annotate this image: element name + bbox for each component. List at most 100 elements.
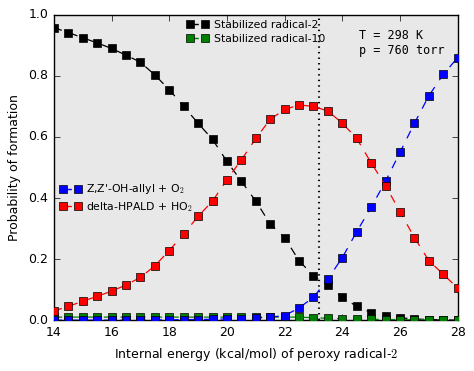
Stabilized radical-2 <box>123 53 129 58</box>
delta-HPALD + HO$_2$ <box>195 214 201 219</box>
Stabilized radical-2 <box>426 317 432 322</box>
delta-HPALD + HO$_2$ <box>224 177 230 182</box>
Stabilized radical-2 <box>94 41 100 45</box>
Stabilized radical-10 <box>383 317 389 322</box>
Line: Stabilized radical-10: Stabilized radical-10 <box>50 313 462 324</box>
Stabilized radical-10 <box>325 316 331 321</box>
Stabilized radical-2 <box>411 317 417 321</box>
delta-HPALD + HO$_2$ <box>339 121 345 125</box>
delta-HPALD + HO$_2$ <box>152 263 158 268</box>
Z,Z'-OH-allyl + O$_2$ <box>238 316 244 321</box>
delta-HPALD + HO$_2$ <box>94 294 100 299</box>
delta-HPALD + HO$_2$ <box>296 103 302 107</box>
delta-HPALD + HO$_2$ <box>166 248 172 253</box>
delta-HPALD + HO$_2$ <box>210 199 215 203</box>
Z,Z'-OH-allyl + O$_2$ <box>354 229 360 234</box>
Stabilized radical-10 <box>224 315 230 319</box>
Z,Z'-OH-allyl + O$_2$ <box>195 317 201 322</box>
Stabilized radical-2 <box>440 318 446 322</box>
Z,Z'-OH-allyl + O$_2$ <box>80 318 85 322</box>
delta-HPALD + HO$_2$ <box>426 258 432 263</box>
delta-HPALD + HO$_2$ <box>325 109 331 113</box>
Stabilized radical-10 <box>94 315 100 319</box>
Stabilized radical-2 <box>80 36 85 40</box>
Z,Z'-OH-allyl + O$_2$ <box>123 318 129 322</box>
delta-HPALD + HO$_2$ <box>238 158 244 162</box>
delta-HPALD + HO$_2$ <box>310 104 316 109</box>
Z,Z'-OH-allyl + O$_2$ <box>109 318 114 322</box>
Stabilized radical-10 <box>339 316 345 321</box>
Z,Z'-OH-allyl + O$_2$ <box>152 318 158 322</box>
delta-HPALD + HO$_2$ <box>253 136 259 141</box>
delta-HPALD + HO$_2$ <box>354 136 360 141</box>
delta-HPALD + HO$_2$ <box>80 299 85 303</box>
Stabilized radical-10 <box>267 315 273 319</box>
Line: Stabilized radical-2: Stabilized radical-2 <box>50 24 462 324</box>
Stabilized radical-10 <box>455 318 461 322</box>
Z,Z'-OH-allyl + O$_2$ <box>325 277 331 281</box>
Stabilized radical-2 <box>65 30 71 35</box>
Stabilized radical-2 <box>137 60 143 65</box>
delta-HPALD + HO$_2$ <box>65 304 71 309</box>
Stabilized radical-2 <box>195 121 201 125</box>
Stabilized radical-10 <box>238 315 244 319</box>
Z,Z'-OH-allyl + O$_2$ <box>368 205 374 209</box>
delta-HPALD + HO$_2$ <box>383 184 389 188</box>
Stabilized radical-10 <box>397 317 403 322</box>
delta-HPALD + HO$_2$ <box>267 117 273 121</box>
delta-HPALD + HO$_2$ <box>368 161 374 165</box>
delta-HPALD + HO$_2$ <box>109 289 114 293</box>
Z,Z'-OH-allyl + O$_2$ <box>210 317 215 322</box>
Z,Z'-OH-allyl + O$_2$ <box>440 72 446 76</box>
delta-HPALD + HO$_2$ <box>123 283 129 287</box>
Z,Z'-OH-allyl + O$_2$ <box>166 318 172 322</box>
Z,Z'-OH-allyl + O$_2$ <box>397 150 403 154</box>
Text: T = 298 K
p = 760 torr: T = 298 K p = 760 torr <box>359 29 444 56</box>
Stabilized radical-10 <box>411 318 417 322</box>
Z,Z'-OH-allyl + O$_2$ <box>411 121 417 125</box>
Stabilized radical-10 <box>123 315 129 319</box>
Stabilized radical-10 <box>426 318 432 322</box>
Stabilized radical-10 <box>195 315 201 319</box>
Stabilized radical-2 <box>339 295 345 299</box>
Z,Z'-OH-allyl + O$_2$ <box>455 55 461 60</box>
Stabilized radical-2 <box>296 258 302 263</box>
Stabilized radical-2 <box>181 104 186 109</box>
Y-axis label: Probability of formation: Probability of formation <box>9 94 21 241</box>
delta-HPALD + HO$_2$ <box>137 275 143 280</box>
Stabilized radical-2 <box>238 179 244 184</box>
Z,Z'-OH-allyl + O$_2$ <box>137 318 143 322</box>
Stabilized radical-10 <box>51 315 57 319</box>
Line: Z,Z'-OH-allyl + O$_2$: Z,Z'-OH-allyl + O$_2$ <box>50 54 462 324</box>
Stabilized radical-10 <box>282 315 287 319</box>
Z,Z'-OH-allyl + O$_2$ <box>296 306 302 310</box>
Stabilized radical-2 <box>224 159 230 164</box>
X-axis label: Internal energy (kcal/mol) of peroxy radical-$\mathbf{2}$: Internal energy (kcal/mol) of peroxy rad… <box>114 346 398 363</box>
Stabilized radical-2 <box>354 304 360 309</box>
Stabilized radical-2 <box>267 222 273 226</box>
Stabilized radical-2 <box>455 318 461 322</box>
delta-HPALD + HO$_2$ <box>440 272 446 277</box>
Stabilized radical-2 <box>253 199 259 203</box>
Z,Z'-OH-allyl + O$_2$ <box>65 318 71 322</box>
Z,Z'-OH-allyl + O$_2$ <box>426 93 432 98</box>
delta-HPALD + HO$_2$ <box>397 210 403 214</box>
delta-HPALD + HO$_2$ <box>181 232 186 236</box>
delta-HPALD + HO$_2$ <box>455 286 461 290</box>
Stabilized radical-2 <box>325 283 331 287</box>
Line: delta-HPALD + HO$_2$: delta-HPALD + HO$_2$ <box>50 101 462 315</box>
Stabilized radical-10 <box>253 315 259 319</box>
Stabilized radical-10 <box>65 315 71 319</box>
Stabilized radical-2 <box>166 88 172 92</box>
Stabilized radical-10 <box>166 315 172 319</box>
Stabilized radical-10 <box>109 315 114 319</box>
Stabilized radical-2 <box>109 46 114 51</box>
Stabilized radical-10 <box>296 315 302 319</box>
delta-HPALD + HO$_2$ <box>51 309 57 313</box>
Stabilized radical-2 <box>210 137 215 142</box>
Stabilized radical-2 <box>397 315 403 320</box>
Stabilized radical-2 <box>310 274 316 278</box>
Z,Z'-OH-allyl + O$_2$ <box>267 315 273 319</box>
Z,Z'-OH-allyl + O$_2$ <box>224 317 230 321</box>
Z,Z'-OH-allyl + O$_2$ <box>181 317 186 322</box>
